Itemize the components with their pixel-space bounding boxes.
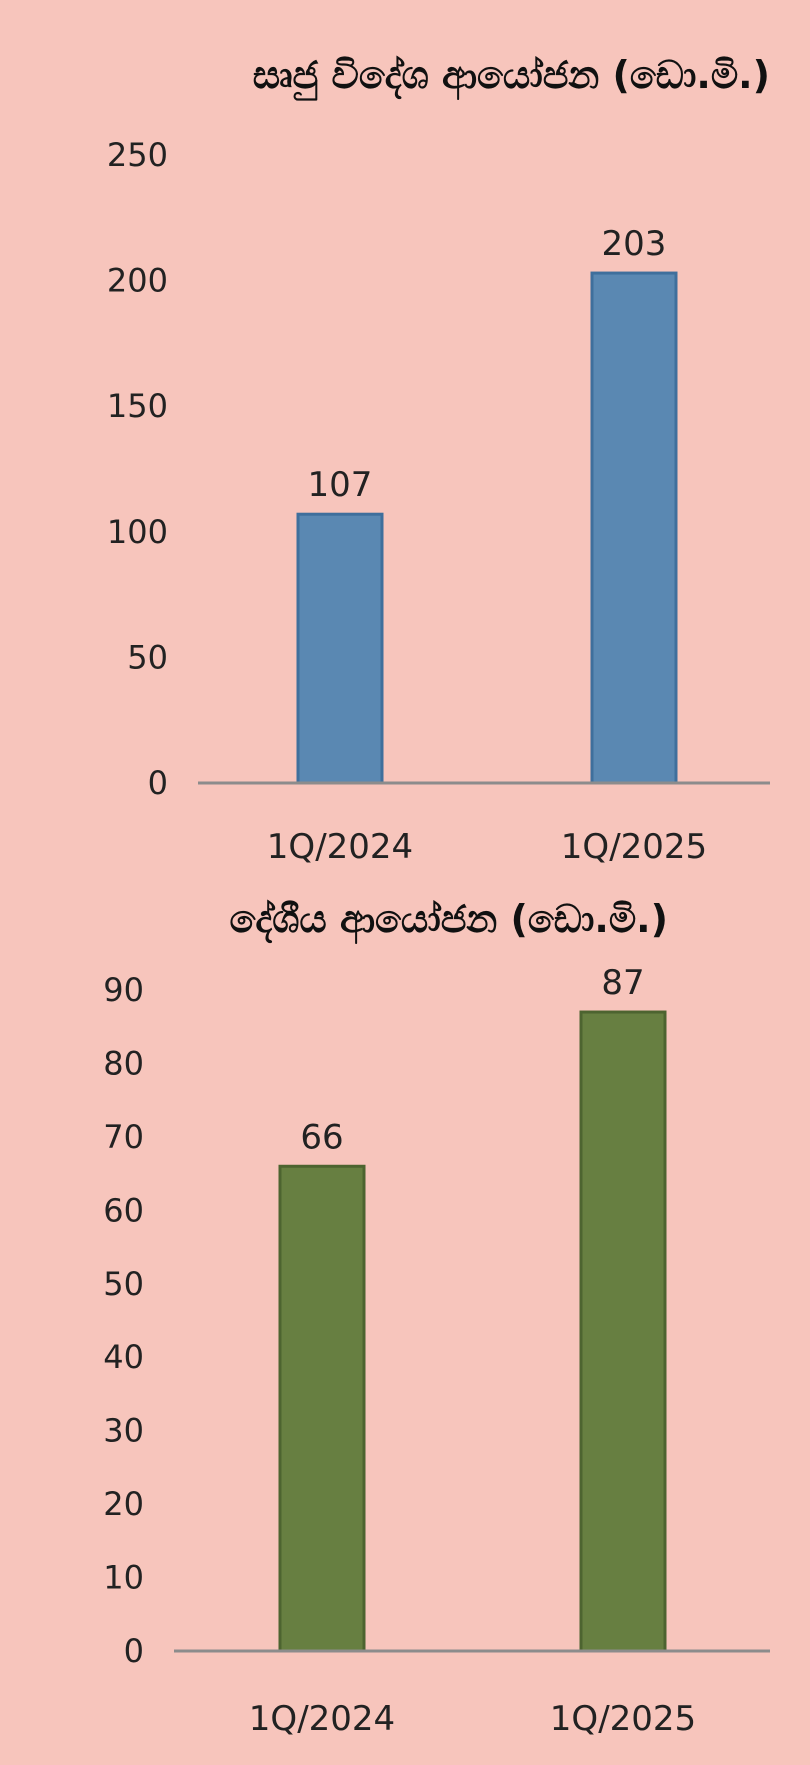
x-tick-label: 1Q/2024	[267, 827, 413, 867]
y-tick-label: 100	[107, 513, 168, 551]
y-tick-label: 250	[107, 136, 168, 174]
bar-1q-2025	[590, 271, 678, 785]
x-tick-label: 1Q/2025	[561, 827, 707, 867]
y-tick-label: 200	[107, 262, 168, 300]
chart-foreign-investment: සෘජු විදේශ ආයෝජන (ඩො.මි.) 0 50 100 150 200 25…	[107, 53, 770, 867]
y-tick-label: 10	[103, 1559, 144, 1597]
y-tick-label: 50	[103, 1265, 144, 1303]
chart-title: සෘජු විදේශ ආයෝජන (ඩො.මි.)	[253, 53, 770, 101]
y-tick-label: 30	[103, 1412, 144, 1450]
bar-1q-2024	[278, 1164, 366, 1653]
y-tick-label: 0	[124, 1632, 144, 1670]
data-label: 66	[300, 1117, 343, 1157]
y-tick-label: 40	[103, 1338, 144, 1376]
y-tick-label: 90	[103, 971, 144, 1009]
y-tick-label: 60	[103, 1191, 144, 1229]
x-tick-label: 1Q/2025	[550, 1699, 696, 1739]
data-label: 107	[308, 465, 373, 505]
bar-1q-2024	[296, 512, 384, 785]
y-tick-label: 50	[127, 638, 168, 676]
bar-1q-2025	[579, 1010, 667, 1653]
x-tick-label: 1Q/2024	[249, 1699, 395, 1739]
y-tick-label: 70	[103, 1118, 144, 1156]
y-tick-label: 80	[103, 1044, 144, 1082]
y-tick-label: 20	[103, 1485, 144, 1523]
y-tick-label: 0	[148, 764, 168, 802]
data-label: 203	[602, 224, 667, 264]
data-label: 87	[601, 963, 644, 1003]
chart-title: දේශීය ආයෝජන (ඩො.මි.)	[230, 897, 669, 944]
y-tick-label: 150	[107, 387, 168, 425]
chart-domestic-investment: දේශීය ආයෝජන (ඩො.මි.) 0 10 20 30 40 50 60 70 80 90…	[103, 897, 770, 1739]
